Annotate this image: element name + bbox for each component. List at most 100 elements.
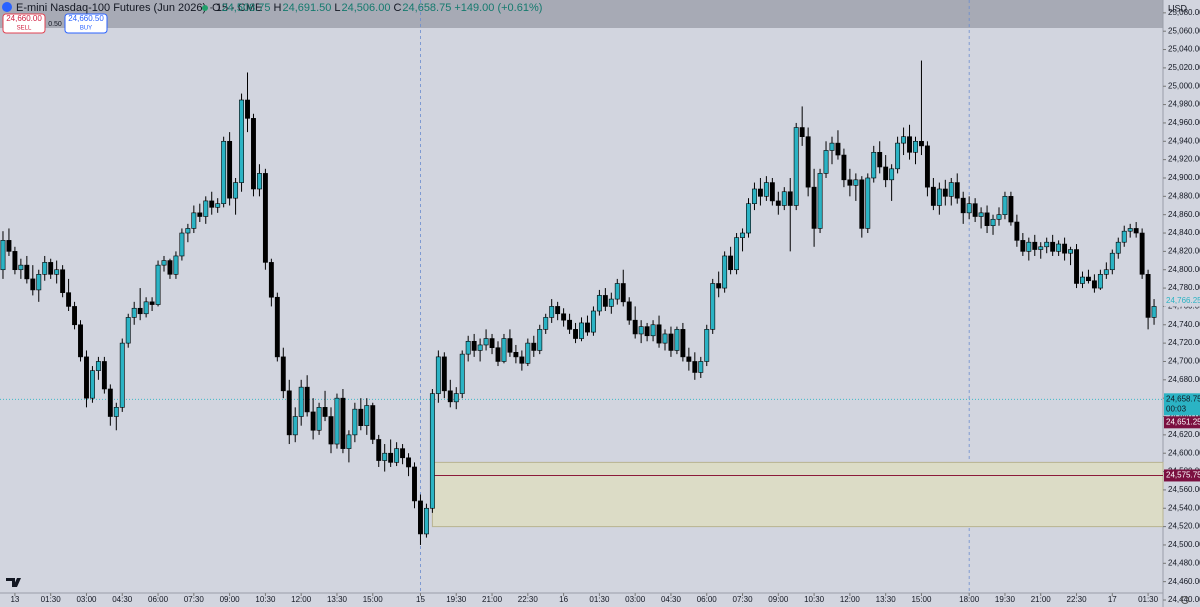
candle-up xyxy=(996,214,1002,220)
candle-up xyxy=(95,361,101,371)
candle-up xyxy=(638,326,644,335)
candle-up xyxy=(817,173,823,229)
candle-up xyxy=(119,342,125,408)
candle-up xyxy=(1103,269,1109,275)
candle-up xyxy=(990,218,996,226)
x-tick-label: 21:00 xyxy=(482,595,503,604)
candle-down xyxy=(1014,221,1020,241)
candle-down xyxy=(728,255,734,271)
sell-label: SELL xyxy=(17,26,32,32)
candle-up xyxy=(143,301,149,315)
candle-up xyxy=(465,340,471,355)
candle-up xyxy=(191,212,197,229)
candle-up xyxy=(185,228,191,234)
candle-down xyxy=(841,154,847,181)
candle-down xyxy=(1032,241,1038,250)
candle-down xyxy=(757,188,763,197)
candle-up xyxy=(710,283,716,330)
sell-button[interactable] xyxy=(2,13,46,34)
candle-down xyxy=(489,338,495,349)
y-tick-label: 24,840.00 xyxy=(1168,228,1200,237)
y-tick-label: 24,960.00 xyxy=(1168,118,1200,127)
candle-down xyxy=(811,186,817,229)
candle-up xyxy=(823,150,829,174)
candle-up xyxy=(352,408,358,436)
candle-down xyxy=(310,411,316,431)
price-tag-label: 24,651.25 xyxy=(1166,417,1200,426)
y-tick-label: 25,080.00 xyxy=(1168,8,1200,17)
settings-icon[interactable] xyxy=(1181,596,1189,604)
candle-down xyxy=(1050,241,1056,252)
ohlc-key: H xyxy=(274,2,282,14)
candle-up xyxy=(501,338,507,362)
x-tick-label: 10:30 xyxy=(804,595,825,604)
status-dot xyxy=(202,5,208,11)
x-tick-label: 15 xyxy=(416,595,425,604)
candle-up xyxy=(752,188,757,204)
candle-down xyxy=(400,448,406,459)
candle-up xyxy=(233,182,239,199)
candle-down xyxy=(769,182,775,202)
candle-down xyxy=(280,356,286,392)
candle-down xyxy=(286,390,292,436)
candle-up xyxy=(865,177,871,229)
candle-up xyxy=(1151,306,1157,318)
price-tag-label: 24,658.75 xyxy=(1166,394,1200,403)
candle-up xyxy=(549,306,555,318)
candle-up xyxy=(316,407,322,431)
currency[interactable]: USD xyxy=(1168,3,1188,13)
candle-down xyxy=(78,324,83,358)
candle-down xyxy=(72,306,77,326)
y-tick-label: 24,980.00 xyxy=(1168,100,1200,109)
candle-down xyxy=(167,260,173,275)
candle-up xyxy=(978,212,984,217)
buy-button[interactable] xyxy=(64,13,108,34)
candle-up xyxy=(543,317,549,330)
x-tick-label: 12:00 xyxy=(291,595,312,604)
candle-up xyxy=(1121,230,1127,243)
candle-down xyxy=(30,278,36,291)
candle-up xyxy=(590,310,596,333)
x-tick-label: 09:00 xyxy=(220,595,241,604)
plot xyxy=(0,0,1164,593)
axes: 24,440.00 24,460.00 24,480.00 24,500.00 24,5… xyxy=(10,8,1200,604)
ohlc-key: O xyxy=(212,2,221,14)
candle-down xyxy=(668,333,674,351)
candle-down xyxy=(972,203,978,217)
x-tick-label: 13:30 xyxy=(327,595,348,604)
candle-up xyxy=(364,405,370,426)
candle-down xyxy=(137,307,143,315)
candle-down xyxy=(883,166,889,181)
candle-up xyxy=(698,361,704,373)
candle-up xyxy=(1056,243,1062,252)
x-tick-label: 03:00 xyxy=(76,595,97,604)
candle-down xyxy=(787,191,793,206)
y-tick-label: 25,020.00 xyxy=(1168,63,1200,72)
candle-up xyxy=(1115,241,1121,254)
x-tick-label: 01:30 xyxy=(41,595,62,604)
candle-up xyxy=(1109,252,1115,271)
ohlc-value: 24,658.75 xyxy=(402,2,451,14)
candle-down xyxy=(907,136,912,153)
y-tick-label: 24,540.00 xyxy=(1168,503,1200,512)
candle-up xyxy=(662,333,668,344)
candle-up xyxy=(966,203,972,214)
candle-down xyxy=(101,361,107,390)
candle-down xyxy=(644,326,650,337)
x-tick-label: 04:30 xyxy=(661,595,682,604)
x-tick-label: 15:00 xyxy=(363,595,384,604)
candle-down xyxy=(960,197,966,214)
candle-down xyxy=(1008,196,1014,223)
candle-up xyxy=(722,255,728,289)
candle-down xyxy=(1020,240,1026,252)
price-tag-label: 24,766.25 xyxy=(1166,296,1200,305)
candle-up xyxy=(239,99,244,183)
candle-down xyxy=(626,301,632,321)
candle-up xyxy=(89,370,95,399)
candle-down xyxy=(149,301,155,305)
candle-up xyxy=(763,182,769,197)
candle-down xyxy=(1133,228,1139,234)
candle-down xyxy=(686,356,692,362)
